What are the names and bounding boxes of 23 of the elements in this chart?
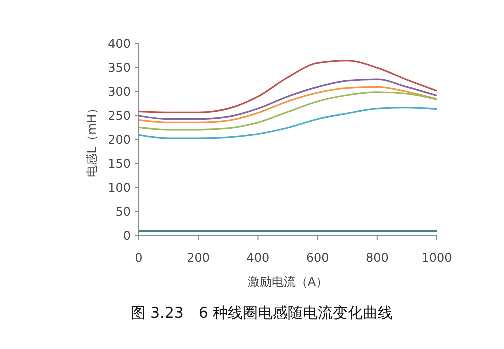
- y-tick-label: 300: [108, 85, 131, 100]
- y-tick-label: 250: [108, 109, 131, 124]
- y-tick-label: 200: [108, 133, 131, 148]
- y-tick-label: 0: [123, 229, 131, 244]
- line-series: [138, 92, 438, 131]
- y-tick-label: 50: [116, 205, 131, 220]
- line-series: [138, 78, 438, 120]
- x-axis-title: 激励电流（A）: [248, 275, 328, 289]
- text: 图 3.23 6 种线圈电感随电流变化曲线: [130, 304, 394, 322]
- x-tick-label: 200: [187, 251, 210, 265]
- y-tick-label: 400: [108, 37, 131, 52]
- x-tick-label: 800: [366, 251, 389, 265]
- line-series: [138, 60, 438, 114]
- y-axis-title: 电感L（mH）: [85, 102, 99, 178]
- x-tick-label: 400: [246, 251, 270, 265]
- x-tick-label: 1000: [422, 251, 452, 265]
- y-tick-label: 150: [108, 157, 131, 172]
- line-series: [138, 107, 438, 140]
- y-tick-label: 350: [108, 61, 131, 76]
- line-series: [138, 86, 438, 124]
- x-tick-label: 600: [306, 251, 330, 265]
- y-tick-label: 100: [108, 181, 131, 196]
- x-tick-label: 0: [135, 251, 143, 265]
